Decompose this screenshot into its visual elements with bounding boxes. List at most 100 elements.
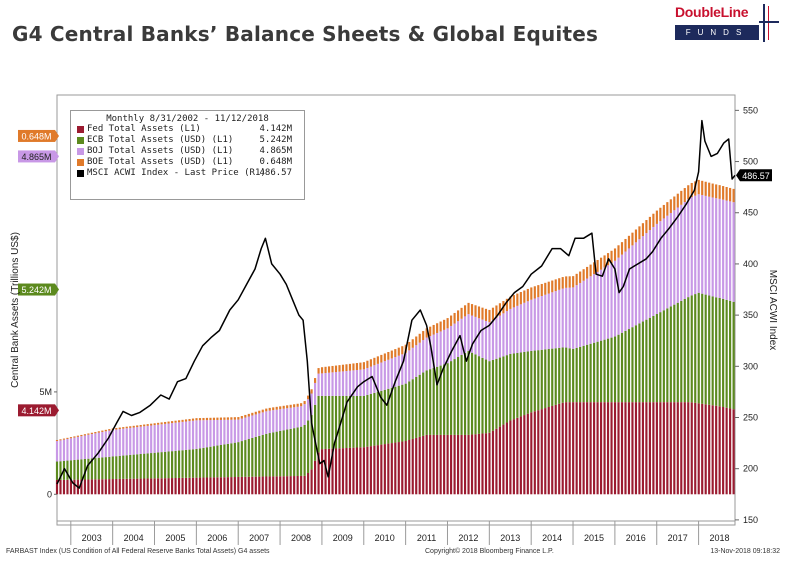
bar-segment-boe [526, 288, 529, 302]
bar-segment-boe [575, 273, 578, 286]
bar-segment-fed [732, 409, 735, 495]
bar-segment-ecb [341, 395, 345, 449]
bar-segment-fed [711, 405, 714, 495]
left-value-tag-arrow [55, 150, 59, 163]
bar-segment-fed [666, 402, 669, 495]
bar-segment-ecb [307, 420, 310, 473]
bar-segment-fed [383, 444, 386, 495]
bar-segment-ecb [230, 443, 233, 478]
bar-segment-ecb [376, 391, 379, 446]
bar-segment-boe [683, 188, 686, 203]
bar-segment-boj [509, 308, 512, 354]
bar-segment-ecb [394, 386, 397, 443]
bar-segment-boe [282, 405, 285, 409]
bar-segment-boj [55, 441, 59, 462]
bar-segment-fed [202, 477, 205, 495]
left-value-tag [18, 404, 55, 417]
bar-segment-fed [467, 434, 470, 495]
bar-segment-ecb [303, 424, 306, 476]
right-value-tag [736, 169, 772, 182]
bar-segment-ecb [55, 461, 59, 480]
bar-segment-fed [286, 476, 289, 495]
bar-segment-boj [645, 233, 648, 320]
bar-segment-ecb [505, 355, 508, 423]
bar-segment-boj [115, 429, 118, 457]
bar-segment-ecb [108, 456, 111, 480]
x-tick-label: 2015 [584, 533, 604, 543]
bar-segment-ecb [157, 452, 160, 479]
bar-segment-boj [401, 354, 404, 385]
bar-segment-ecb [603, 339, 606, 403]
bar-segment-boj [593, 274, 596, 343]
logo-cross-horizontal [759, 21, 779, 23]
bar-segment-boj [627, 248, 631, 330]
bar-segment-fed [265, 476, 268, 495]
bar-segment-ecb [118, 455, 121, 479]
bar-segment-boe [139, 424, 142, 427]
bar-segment-fed [247, 476, 250, 495]
bar-segment-fed [293, 476, 296, 495]
bar-segment-fed [320, 449, 324, 495]
bar-segment-boe [523, 290, 526, 303]
bar-segment-boe [303, 401, 306, 405]
bar-segment-boj [69, 438, 73, 461]
bar-segment-boe [460, 307, 463, 319]
bar-segment-fed [296, 475, 299, 495]
bar-segment-ecb [202, 447, 205, 478]
bar-segment-boe [586, 266, 589, 279]
bar-segment-boe [317, 368, 320, 374]
bar-segment-boj [547, 293, 550, 350]
bar-segment-boe [320, 367, 324, 374]
bar-segment-boe [184, 419, 188, 422]
bar-segment-boe [470, 304, 474, 316]
bar-segment-ecb [599, 340, 603, 403]
bar-segment-boj [341, 371, 345, 396]
bar-segment-boe [369, 359, 372, 367]
bar-segment-boe [704, 181, 707, 196]
bar-segment-fed [136, 478, 139, 495]
bar-segment-ecb [690, 295, 693, 403]
bar-segment-ecb [359, 395, 362, 448]
bar-segment-boe [240, 416, 243, 419]
bar-segment-boe [565, 276, 568, 288]
left-value-tag [18, 129, 55, 142]
bar-segment-boe [718, 185, 721, 199]
bar-segment-boe [659, 207, 662, 222]
bar-segment-boe [411, 339, 414, 348]
bar-segment-ecb [439, 365, 442, 435]
bar-segment-ecb [446, 363, 449, 435]
bar-segment-boj [680, 204, 683, 301]
bar-segment-fed [404, 441, 407, 495]
bar-segment-ecb [317, 395, 320, 453]
bar-segment-ecb [76, 459, 79, 480]
bar-segment-boe [715, 184, 718, 199]
bar-segment-fed [401, 441, 404, 495]
bar-segment-boj [554, 291, 557, 349]
bar-segment-boj [512, 307, 515, 354]
x-tick-label: 2008 [291, 533, 311, 543]
right-tick-label: 150 [743, 515, 758, 525]
bar-segment-boe [596, 260, 599, 272]
bar-segment-fed [603, 402, 606, 495]
bar-segment-boj [540, 296, 543, 350]
bar-segment-ecb [244, 440, 247, 477]
bar-segment-fed [317, 452, 320, 495]
bar-segment-boe [516, 293, 519, 306]
bar-segment-ecb [432, 367, 435, 435]
bar-segment-boe [223, 417, 226, 420]
bar-segment-fed [397, 442, 400, 495]
bar-segment-boj [701, 195, 704, 294]
right-tick-label: 200 [743, 464, 758, 474]
bar-segment-boe [118, 427, 121, 430]
bar-segment-fed [701, 403, 704, 495]
bar-segment-boe [638, 226, 641, 240]
bar-segment-fed [94, 479, 97, 495]
bar-segment-boj [233, 419, 236, 443]
bar-segment-boe [209, 417, 212, 421]
bar-segment-boj [251, 415, 254, 438]
bar-segment-boe [272, 407, 275, 411]
left-value-tag-arrow [55, 283, 59, 296]
bar-segment-ecb [408, 381, 411, 440]
